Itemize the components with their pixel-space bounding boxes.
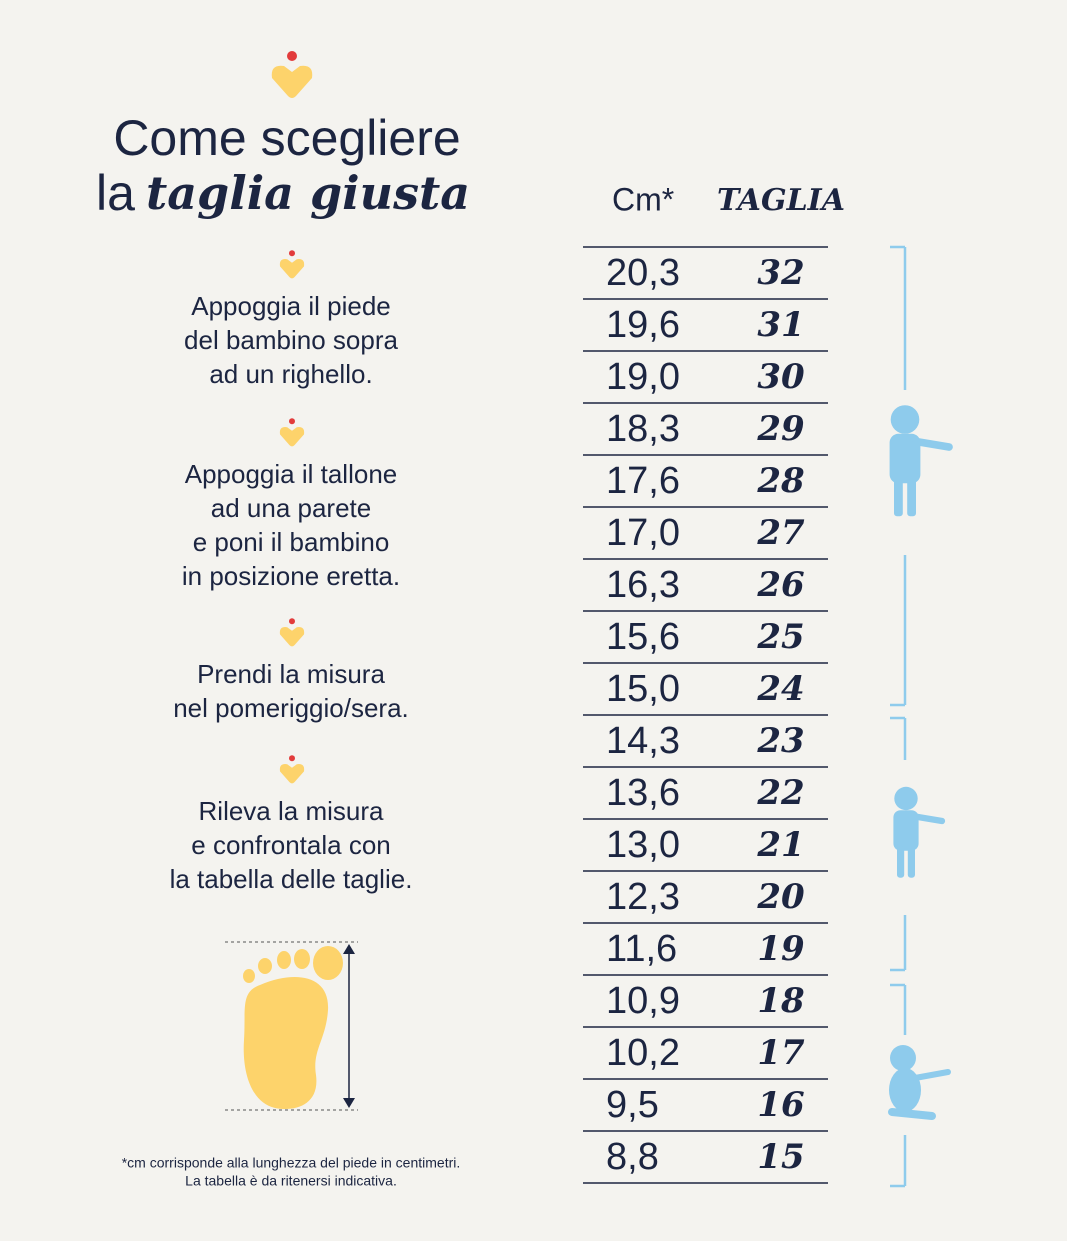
step-text: e confrontala con (191, 830, 390, 860)
title-line1: Come scegliere (113, 110, 460, 166)
heart-dot (289, 618, 295, 625)
table-header: Cm* (612, 181, 674, 217)
child-silhouette (889, 433, 921, 484)
size-cell: 17 (757, 1033, 805, 1073)
cm-cell: 11,6 (606, 928, 677, 970)
size-cell: 29 (756, 409, 804, 449)
step-text: del bambino sopra (184, 325, 398, 355)
size-cell: 24 (756, 669, 804, 709)
size-cell: 26 (756, 565, 804, 605)
cm-cell: 10,2 (606, 1032, 680, 1074)
heart-dot (289, 755, 295, 762)
heart-dot (289, 418, 295, 425)
child-silhouette (889, 1068, 921, 1112)
child-silhouette (912, 437, 953, 451)
cm-cell: 17,0 (606, 512, 680, 554)
cm-cell: 10,9 (606, 980, 680, 1022)
heart-icon (279, 627, 305, 647)
foot-illustration (225, 941, 358, 1111)
cm-cell: 19,6 (606, 304, 680, 346)
step-text: Prendi la misura (197, 659, 385, 689)
child-silhouette (890, 405, 920, 434)
cm-cell: 13,0 (606, 824, 680, 866)
size-cell: 21 (756, 825, 804, 865)
size-cell: 22 (756, 773, 804, 813)
step-text: ad un righello. (209, 359, 372, 389)
size-cell: 18 (757, 981, 804, 1021)
cm-cell: 9,5 (606, 1084, 659, 1126)
step-text: nel pomeriggio/sera. (173, 693, 409, 723)
child-silhouette (890, 1045, 916, 1071)
size-cell: 15 (757, 1137, 804, 1177)
cm-cell: 15,6 (606, 616, 680, 658)
size-cell: 28 (756, 461, 804, 501)
heart-icon (279, 259, 305, 279)
footnote: *cm corrisponde alla lunghezza del piede… (122, 1155, 461, 1171)
table-header: TAGLIA (717, 183, 845, 218)
cm-cell: 12,3 (606, 876, 680, 918)
heart-dot (287, 51, 297, 61)
size-cell: 23 (756, 721, 804, 761)
step-text: ad una parete (211, 493, 371, 523)
child-silhouette (897, 846, 905, 878)
child-silhouette (907, 846, 915, 878)
child-silhouette (888, 1108, 936, 1120)
child-silhouette (893, 810, 919, 851)
cm-cell: 17,6 (606, 460, 680, 502)
step-text: in posizione eretta. (182, 561, 400, 591)
size-cell: 31 (757, 305, 804, 345)
heart-icon (271, 65, 313, 98)
cm-cell: 13,6 (606, 772, 680, 814)
step-text: e poni il bambino (193, 527, 390, 557)
title-emphasis: taglia giusta (146, 166, 470, 220)
heart-icon (279, 427, 305, 447)
cm-cell: 14,3 (606, 720, 680, 762)
heart-icon (279, 764, 305, 784)
heart-dot (289, 250, 295, 257)
child-silhouette (894, 786, 918, 811)
step-text: Appoggia il piede (191, 291, 391, 321)
size-cell: 19 (757, 929, 804, 969)
cm-cell: 8,8 (606, 1136, 659, 1178)
cm-cell: 18,3 (606, 408, 680, 450)
cm-cell: 15,0 (606, 668, 680, 710)
size-cell: 27 (756, 513, 805, 553)
cm-cell: 20,3 (606, 252, 680, 294)
child-silhouette (907, 477, 916, 517)
step-text: la tabella delle taglie. (170, 864, 413, 894)
size-cell: 20 (756, 877, 805, 917)
child-silhouette (911, 813, 946, 825)
cm-cell: 19,0 (606, 356, 680, 398)
step-text: Appoggia il tallone (185, 459, 398, 489)
size-cell: 32 (757, 253, 804, 293)
step-text: Rileva la misura (199, 796, 384, 826)
size-cell: 30 (757, 357, 805, 397)
child-silhouette (912, 1069, 951, 1081)
child-silhouette (894, 477, 903, 517)
cm-cell: 16,3 (606, 564, 680, 606)
size-cell: 16 (757, 1085, 804, 1125)
size-cell: 25 (756, 617, 804, 657)
title-prefix: la (96, 165, 135, 221)
footnote: La tabella è da ritenersi indicativa. (185, 1173, 397, 1189)
